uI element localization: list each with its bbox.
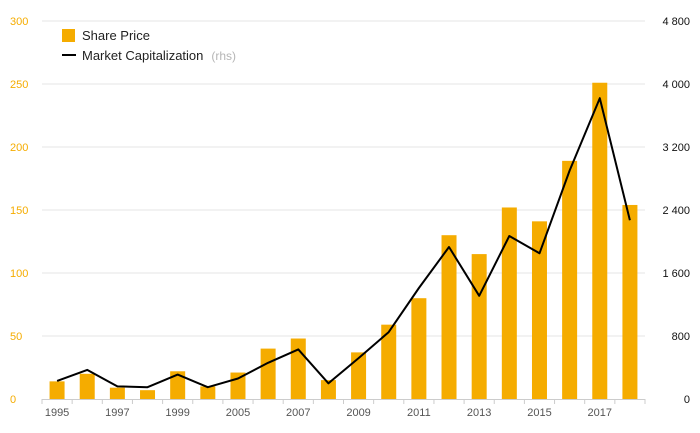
bar-share-price — [381, 324, 397, 399]
bar-share-price — [170, 371, 186, 399]
legend-label-share-price: Share Price — [82, 28, 150, 43]
bar-share-price — [49, 381, 65, 399]
right-tick-label: 4 000 — [662, 79, 690, 91]
legend-label-market-cap: Market Capitalization (rhs) — [82, 47, 236, 64]
right-tick-label: 2 400 — [662, 205, 690, 217]
right-tick-label: 0 — [684, 394, 690, 406]
bar-share-price — [140, 390, 156, 399]
x-tick-label: 1997 — [105, 407, 129, 419]
left-tick-label: 100 — [10, 268, 28, 280]
bar-share-price — [441, 235, 457, 399]
left-tick-label: 150 — [10, 205, 28, 217]
bar-share-price — [260, 348, 276, 399]
share-price-bars — [49, 82, 638, 400]
x-tick-label: 1995 — [45, 407, 69, 419]
legend-label-market-cap-note: (rhs) — [211, 49, 236, 63]
right-tick-label: 4 800 — [662, 16, 690, 28]
bar-share-price — [592, 82, 608, 400]
bar-share-price — [471, 254, 487, 399]
left-tick-label: 0 — [10, 394, 16, 406]
bar-share-price — [290, 338, 306, 399]
bar-share-price — [501, 207, 517, 399]
bar-share-price — [200, 386, 216, 399]
left-tick-label: 300 — [10, 16, 28, 28]
legend: Share Price Market Capitalization (rhs) — [62, 28, 236, 64]
left-axis-ticks: 0 50 100 150 200 250 300 — [10, 16, 28, 406]
market-cap-line — [56, 97, 631, 389]
bar-share-price — [320, 380, 336, 399]
legend-label-market-cap-name: Market Capitalization — [82, 48, 203, 63]
bar-share-price — [531, 221, 547, 399]
x-tick-label: 2015 — [527, 407, 551, 419]
x-axis: 1995 1997 1999 2005 2007 2009 2011 2013 2015 2017 — [41, 399, 646, 419]
x-tick-label: 2017 — [588, 407, 612, 419]
legend-swatch-share-price — [62, 29, 75, 42]
left-tick-label: 200 — [10, 142, 28, 154]
x-tick-label: 2005 — [226, 407, 250, 419]
x-tick-label: 2007 — [286, 407, 310, 419]
x-tick-label: 2009 — [346, 407, 370, 419]
right-tick-label: 1 600 — [662, 268, 690, 280]
x-tick-label: 2011 — [407, 407, 431, 419]
bar-share-price — [109, 387, 125, 399]
left-tick-label: 250 — [10, 79, 28, 91]
x-tick-label: 1999 — [165, 407, 189, 419]
bar-share-price — [79, 373, 95, 399]
bar-share-price — [562, 160, 578, 399]
right-axis-ticks: 0 800 1 600 2 400 3 200 4 000 4 800 — [662, 16, 690, 406]
left-tick-label: 50 — [10, 331, 22, 343]
bar-share-price — [622, 204, 638, 399]
line-market-cap — [56, 97, 631, 389]
gridlines — [42, 20, 645, 337]
x-tick-label: 2013 — [467, 407, 491, 419]
right-tick-label: 3 200 — [662, 142, 690, 154]
bar-share-price — [411, 298, 427, 399]
bar-share-price — [351, 352, 367, 399]
right-tick-label: 800 — [672, 331, 690, 343]
